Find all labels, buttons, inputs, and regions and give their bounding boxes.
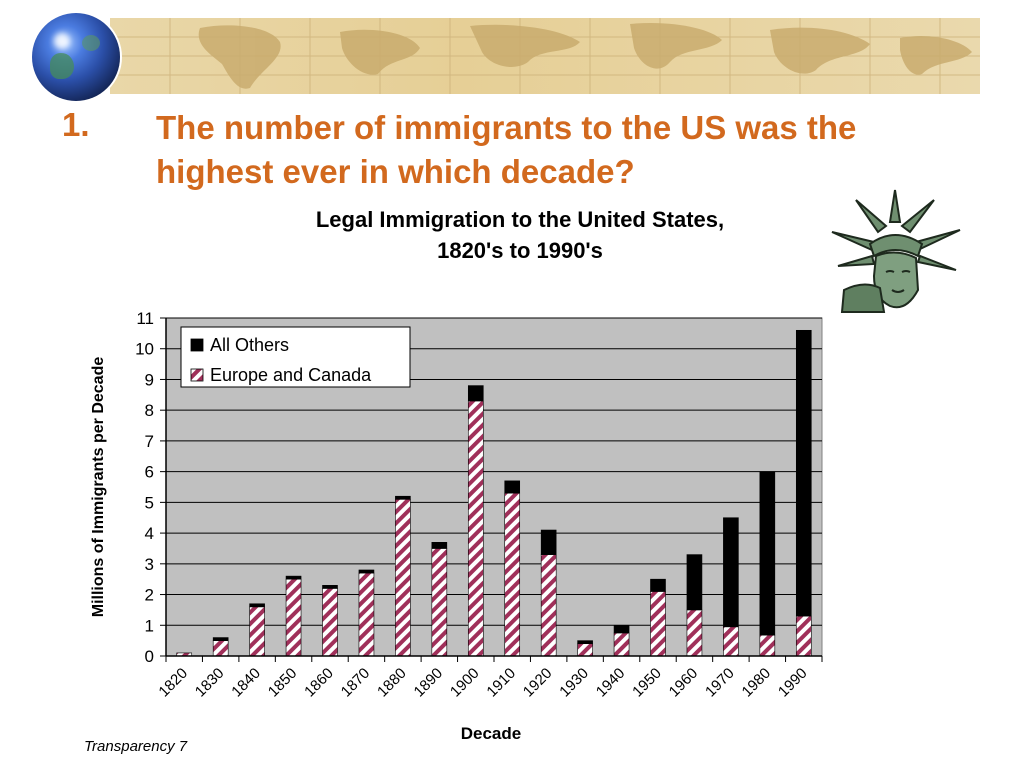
bar-europe-canada-1960 [686, 609, 703, 657]
y-tick-label: 7 [145, 432, 154, 451]
bar-all-others-1950 [650, 578, 666, 592]
bar-europe-canada-1920 [540, 554, 557, 657]
x-tick-label: 1860 [301, 665, 337, 701]
x-tick-label: 1970 [702, 665, 738, 701]
x-tick-label: 1950 [629, 665, 665, 701]
x-tick-label: 1960 [666, 665, 702, 701]
world-map-banner [110, 18, 980, 94]
bar-europe-canada-1950 [650, 591, 666, 657]
bar-europe-canada-1940 [613, 632, 630, 657]
legend-label-europe-canada: Europe and Canada [210, 365, 372, 385]
bar-all-others-1880 [395, 495, 411, 500]
x-tick-label: 1870 [338, 665, 374, 701]
bar-europe-canada-1900 [467, 400, 484, 657]
x-tick-label: 1900 [447, 665, 483, 701]
bar-europe-canada-1970 [723, 626, 739, 657]
y-tick-label: 3 [145, 555, 154, 574]
bar-all-others-1960 [686, 554, 703, 611]
x-tick-label: 1830 [192, 665, 228, 701]
bar-all-others-1970 [723, 517, 739, 628]
legend-swatch-all-others [190, 338, 204, 352]
bar-all-others-1920 [540, 529, 557, 555]
y-tick-label: 9 [145, 370, 154, 389]
y-tick-label: 6 [145, 463, 154, 482]
chart-title: Legal Immigration to the United States, … [220, 204, 820, 266]
x-tick-label: 1930 [556, 665, 592, 701]
chart-title-line-1: Legal Immigration to the United States, [315, 207, 725, 232]
bar-all-others-1990 [795, 329, 812, 617]
bar-europe-canada-1930 [577, 643, 593, 657]
y-tick-label: 1 [145, 616, 154, 635]
bar-europe-canada-1860 [322, 588, 338, 657]
globe-icon [32, 13, 120, 101]
bar-all-others-1910 [504, 480, 521, 494]
x-tick-label: 1840 [228, 665, 264, 701]
bar-europe-canada-1880 [395, 498, 411, 657]
bar-europe-canada-1910 [504, 492, 521, 657]
y-tick-label: 0 [145, 647, 154, 666]
y-tick-label: 5 [145, 493, 154, 512]
y-tick-label: 2 [145, 586, 154, 605]
y-axis-label: Millions of Immigrants per Decade [90, 357, 107, 618]
y-tick-label: 11 [136, 309, 154, 328]
bar-europe-canada-1890 [431, 548, 448, 657]
bar-all-others-1940 [613, 624, 630, 634]
question-number: 1. [62, 106, 90, 143]
bar-all-others-1930 [577, 640, 593, 645]
x-axis-label: Decade [461, 724, 521, 743]
bar-all-others-1980 [759, 471, 776, 636]
x-tick-label: 1850 [265, 665, 301, 701]
question-text: The number of immigrants to the US was t… [156, 109, 857, 190]
bar-europe-canada-1840 [249, 606, 265, 657]
bar-europe-canada-1980 [759, 634, 776, 657]
bar-all-others-1870 [358, 569, 375, 574]
legend-label-all-others: All Others [210, 335, 289, 355]
y-tick-label: 4 [145, 524, 154, 543]
x-tick-label: 1920 [520, 665, 556, 701]
bar-all-others-1840 [249, 603, 265, 608]
legend-box [180, 326, 411, 388]
x-tick-label: 1820 [155, 665, 191, 701]
bar-all-others-1860 [322, 585, 338, 589]
legend: All Others Europe and Canada [180, 326, 411, 388]
bar-europe-canada-1830 [212, 640, 229, 657]
bar-europe-canada-1870 [358, 572, 375, 657]
x-tick-label: 1910 [483, 665, 519, 701]
x-tick-label: 1940 [593, 665, 629, 701]
y-tick-label: 8 [145, 401, 154, 420]
x-tick-label: 1980 [739, 665, 775, 701]
x-tick-label: 1890 [411, 665, 447, 701]
x-tick-label: 1990 [775, 665, 811, 701]
bar-all-others-1890 [431, 542, 448, 549]
world-map-graphic [110, 18, 980, 94]
footer-label: Transparency 7 [84, 738, 188, 755]
bar-all-others-1850 [285, 575, 302, 580]
bar-all-others-1830 [212, 637, 229, 641]
bar-all-others-1900 [467, 385, 484, 402]
x-tick-label: 1880 [374, 665, 410, 701]
y-tick-label: 10 [135, 340, 154, 359]
chart-title-line-2: 1820's to 1990's [437, 238, 603, 263]
legend-swatch-europe-canada [190, 368, 204, 382]
bar-europe-canada-1850 [285, 578, 302, 657]
bar-europe-canada-1990 [795, 615, 812, 657]
statue-of-liberty-icon [831, 189, 961, 313]
